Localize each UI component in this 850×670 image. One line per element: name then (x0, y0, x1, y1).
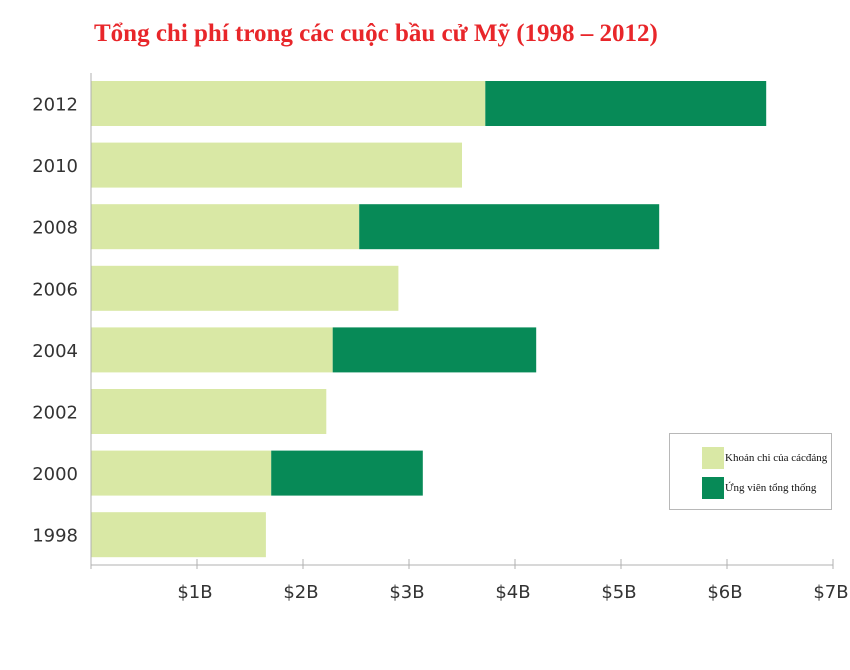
x-tick-label: $7B (813, 582, 848, 603)
x-tick-labels: $1B $2B $3B $4B $5B $6B $7B (177, 582, 848, 603)
bar-2006-party (91, 265, 399, 311)
bars-group (91, 81, 767, 558)
legend-label-party: Khoản chi của cácđảng (725, 452, 828, 464)
x-tick-label: $6B (707, 582, 742, 603)
y-tick-label-2002: 2002 (32, 403, 78, 424)
legend: Khoản chi của cácđảng Ứng viên tổng thốn… (669, 433, 832, 510)
bar-2008-candidate (359, 204, 660, 250)
y-tick-label-2000: 2000 (32, 464, 78, 485)
bar-1998-party (91, 512, 266, 558)
y-tick-label-2012: 2012 (32, 95, 78, 116)
x-tick-label: $3B (389, 582, 424, 603)
legend-swatch-candidate (702, 477, 724, 499)
bar-2008-party (91, 204, 360, 250)
legend-label-candidate: Ứng viên tổng thống (725, 482, 817, 494)
bar-2012-candidate (485, 81, 767, 126)
x-tick-label: $1B (177, 582, 212, 603)
chart-title: Tổng chi phí trong các cuộc bầu cử Mỹ (1… (94, 20, 658, 47)
bar-2012-party (91, 81, 486, 126)
bar-2000-candidate (271, 450, 423, 496)
y-tick-label-2006: 2006 (32, 279, 78, 300)
y-tick-label-1998: 1998 (32, 526, 78, 547)
y-tick-labels: 2012 2010 2008 2006 2004 2002 2000 1998 (32, 95, 78, 547)
x-tick-label: $5B (601, 582, 636, 603)
legend-item-candidate: Ứng viên tổng thống (702, 477, 816, 499)
bar-2002-party (91, 389, 327, 434)
bar-2010-party (91, 142, 462, 188)
y-tick-label-2004: 2004 (32, 341, 78, 362)
y-tick-label-2008: 2008 (32, 218, 78, 239)
legend-swatch-party (702, 447, 724, 469)
y-tick-label-2010: 2010 (32, 156, 78, 177)
x-tick-label: $4B (495, 582, 530, 603)
legend-item-party: Khoản chi của cácđảng (702, 447, 827, 469)
bar-2004-party (91, 327, 333, 373)
bar-2004-candidate (332, 327, 537, 373)
axes-group (90, 73, 834, 569)
x-tick-label: $2B (283, 582, 318, 603)
bar-2000-party (91, 450, 272, 496)
